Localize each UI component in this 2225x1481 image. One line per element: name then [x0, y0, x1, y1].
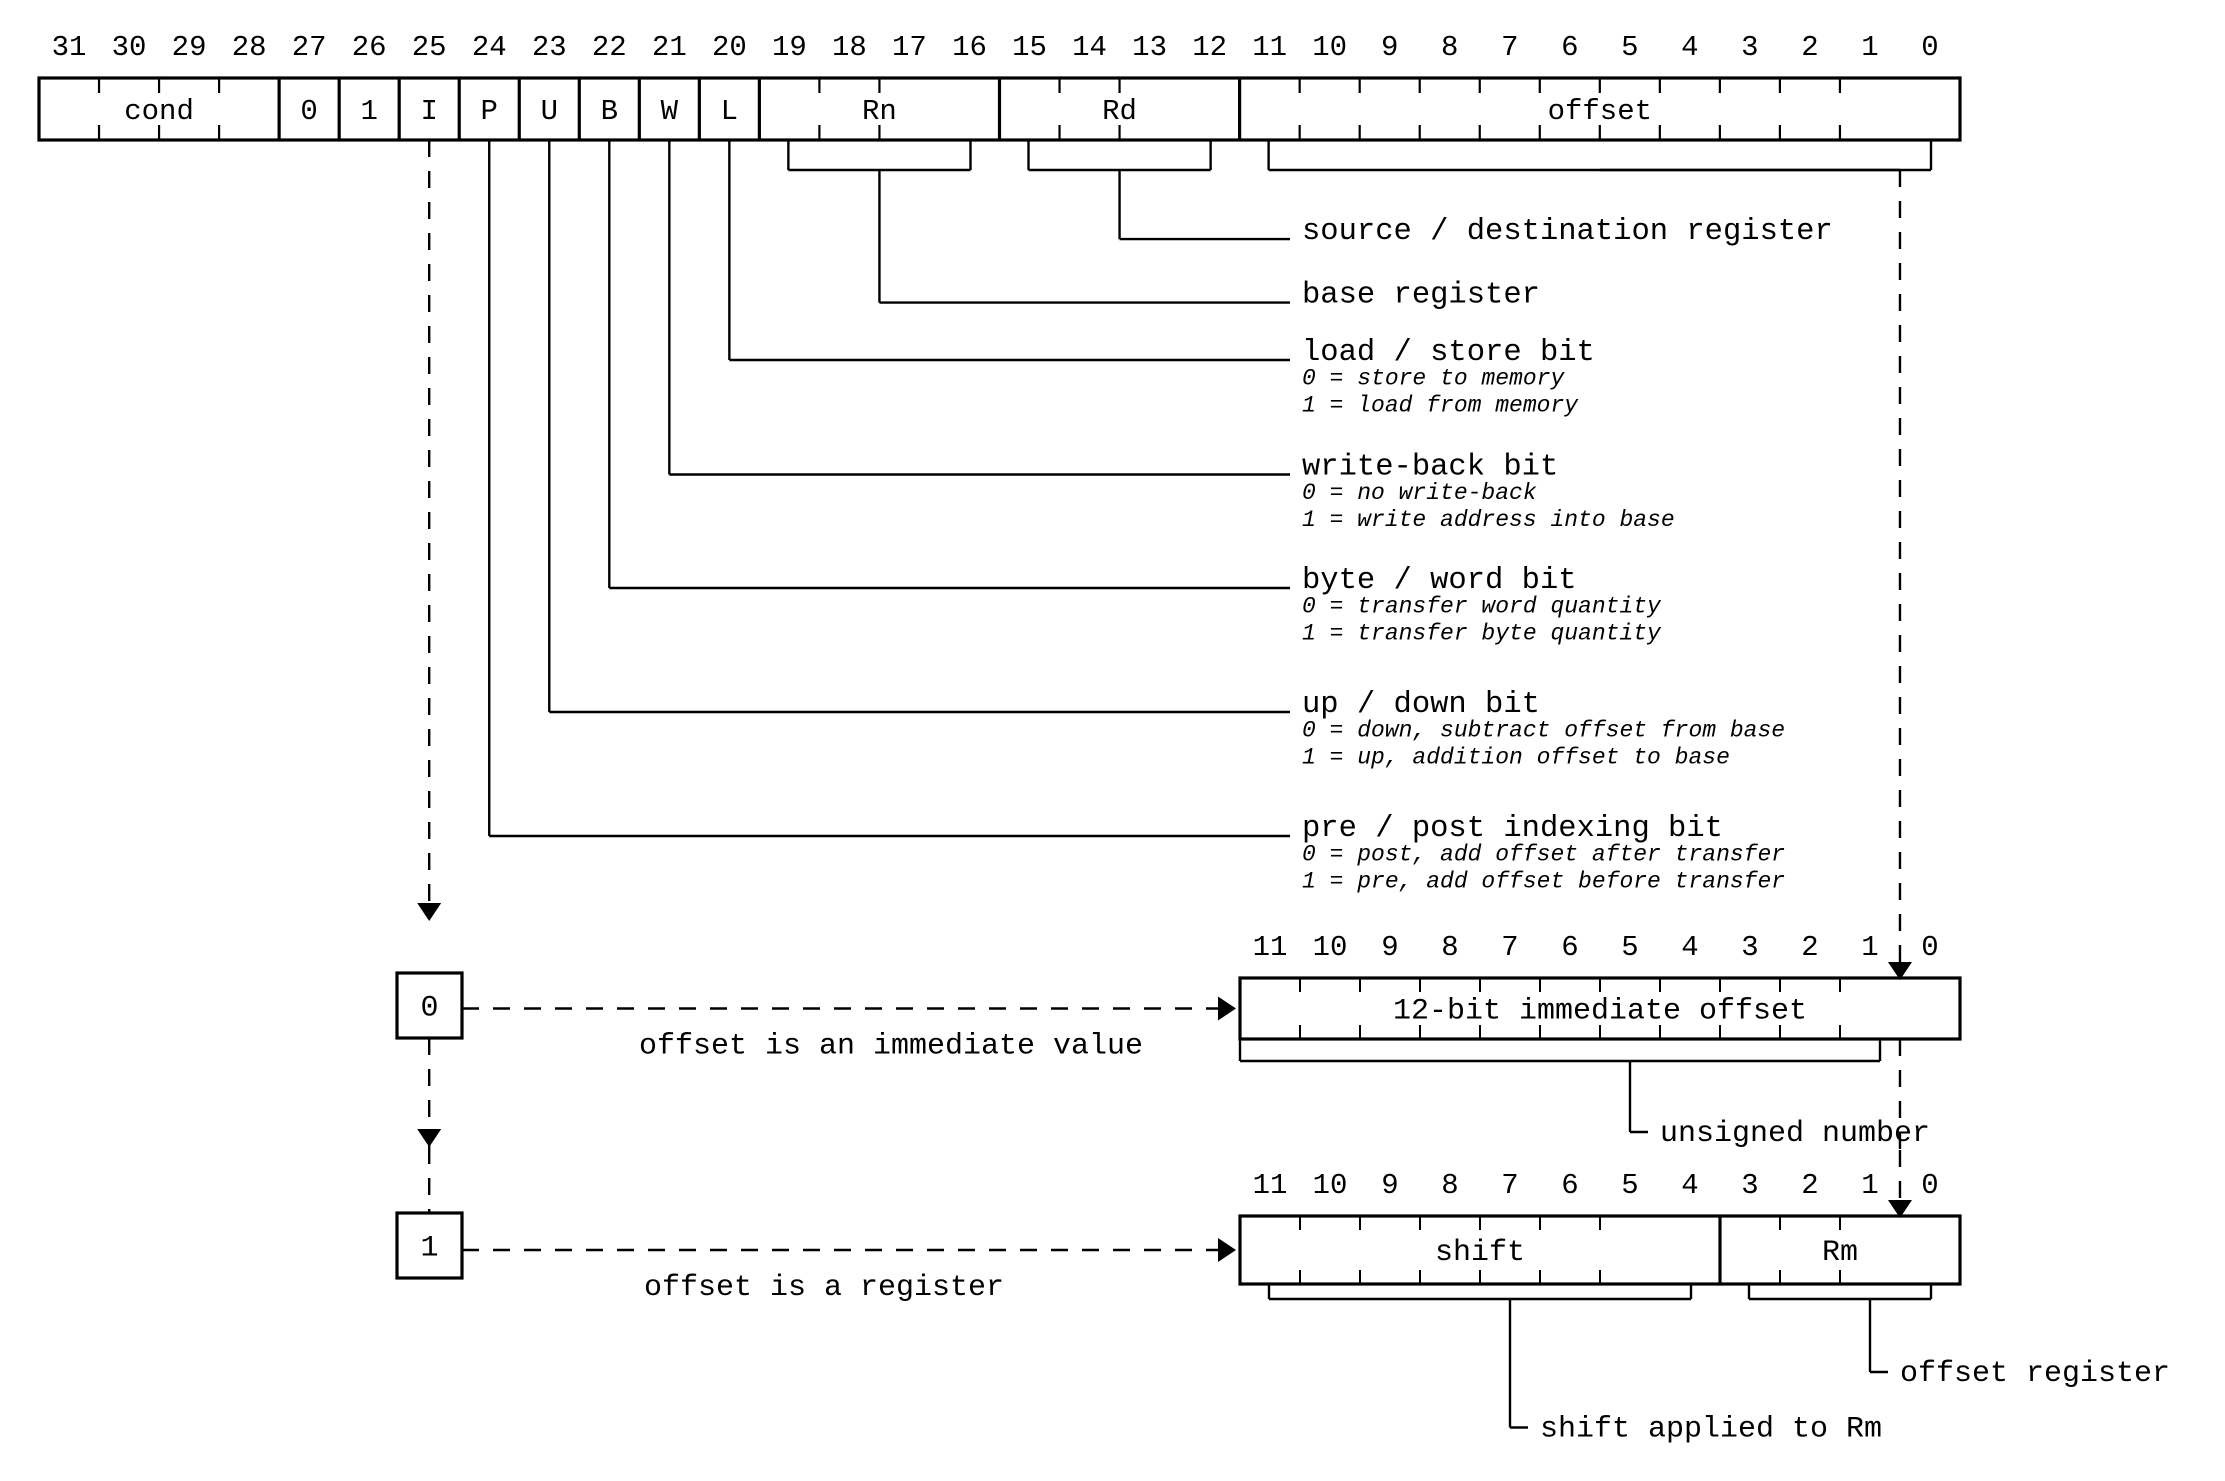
svg-text:1: 1: [1861, 931, 1878, 964]
svg-text:1 = up, addition offset to bas: 1 = up, addition offset to base: [1302, 745, 1730, 771]
svg-text:16: 16: [952, 31, 987, 64]
svg-text:18: 18: [832, 31, 867, 64]
svg-text:8: 8: [1441, 1169, 1458, 1202]
svg-text:2: 2: [1801, 1169, 1818, 1202]
svg-text:1: 1: [1861, 1169, 1878, 1202]
svg-text:shift applied to Rm: shift applied to Rm: [1540, 1413, 1882, 1447]
svg-text:10: 10: [1312, 31, 1347, 64]
svg-text:11: 11: [1252, 31, 1287, 64]
svg-text:4: 4: [1681, 31, 1698, 64]
svg-text:0: 0: [1921, 1169, 1938, 1202]
svg-text:0: 0: [1921, 31, 1938, 64]
svg-text:19: 19: [772, 31, 807, 64]
svg-text:1: 1: [1861, 31, 1878, 64]
svg-text:unsigned number: unsigned number: [1660, 1117, 1930, 1151]
svg-text:21: 21: [652, 31, 687, 64]
svg-text:L: L: [721, 95, 738, 128]
svg-text:I: I: [420, 95, 437, 128]
svg-text:3: 3: [1741, 931, 1758, 964]
svg-text:5: 5: [1621, 31, 1638, 64]
svg-text:1 = pre, add offset before tra: 1 = pre, add offset before transfer: [1302, 869, 1785, 895]
svg-text:7: 7: [1501, 1169, 1518, 1202]
svg-text:22: 22: [592, 31, 627, 64]
svg-text:10: 10: [1313, 931, 1348, 964]
svg-text:base register: base register: [1302, 279, 1540, 313]
svg-text:11: 11: [1253, 1169, 1288, 1202]
svg-text:shift: shift: [1435, 1236, 1525, 1270]
svg-text:3: 3: [1741, 1169, 1758, 1202]
svg-text:13: 13: [1132, 31, 1167, 64]
svg-text:offset register: offset register: [1900, 1357, 2170, 1391]
svg-text:0: 0: [1921, 931, 1938, 964]
svg-text:30: 30: [112, 31, 147, 64]
svg-text:6: 6: [1561, 1169, 1578, 1202]
svg-text:W: W: [661, 95, 679, 128]
svg-text:25: 25: [412, 31, 447, 64]
svg-text:28: 28: [232, 31, 267, 64]
svg-text:6: 6: [1561, 31, 1578, 64]
svg-text:5: 5: [1621, 931, 1638, 964]
svg-text:4: 4: [1681, 931, 1698, 964]
svg-text:12-bit immediate offset: 12-bit immediate offset: [1393, 995, 1807, 1029]
svg-text:0 = post, add offset after tra: 0 = post, add offset after transfer: [1302, 842, 1785, 868]
svg-text:9: 9: [1381, 931, 1398, 964]
svg-text:7: 7: [1501, 931, 1518, 964]
svg-text:29: 29: [172, 31, 207, 64]
svg-text:2: 2: [1801, 931, 1818, 964]
svg-text:offset is an immediate value: offset is an immediate value: [639, 1030, 1143, 1064]
svg-text:10: 10: [1313, 1169, 1348, 1202]
svg-text:P: P: [481, 95, 498, 128]
svg-text:6: 6: [1561, 931, 1578, 964]
svg-text:12: 12: [1192, 31, 1227, 64]
svg-text:0: 0: [420, 992, 438, 1026]
svg-text:1 = load from memory: 1 = load from memory: [1302, 393, 1579, 419]
svg-text:offset: offset: [1548, 95, 1652, 128]
svg-text:7: 7: [1501, 31, 1518, 64]
svg-text:11: 11: [1253, 931, 1288, 964]
svg-text:U: U: [541, 95, 558, 128]
svg-text:0 = no write-back: 0 = no write-back: [1302, 480, 1537, 506]
svg-text:Rn: Rn: [862, 95, 897, 128]
svg-text:20: 20: [712, 31, 747, 64]
svg-text:0: 0: [300, 95, 317, 128]
svg-text:0 = down, subtract offset from: 0 = down, subtract offset from base: [1302, 718, 1785, 744]
svg-text:3: 3: [1741, 31, 1758, 64]
svg-text:1 = transfer byte quantity: 1 = transfer byte quantity: [1302, 621, 1662, 647]
svg-text:1 = write address into base: 1 = write address into base: [1302, 507, 1675, 533]
svg-text:source / destination register: source / destination register: [1302, 215, 1833, 249]
svg-text:26: 26: [352, 31, 387, 64]
svg-text:2: 2: [1801, 31, 1818, 64]
svg-text:15: 15: [1012, 31, 1047, 64]
svg-text:14: 14: [1072, 31, 1107, 64]
svg-text:8: 8: [1441, 31, 1458, 64]
svg-text:1: 1: [360, 95, 377, 128]
svg-text:5: 5: [1621, 1169, 1638, 1202]
svg-text:B: B: [601, 95, 618, 128]
svg-text:9: 9: [1381, 31, 1398, 64]
svg-text:0 = transfer word quantity: 0 = transfer word quantity: [1302, 594, 1662, 620]
svg-text:9: 9: [1381, 1169, 1398, 1202]
svg-text:offset is a register: offset is a register: [644, 1271, 1004, 1305]
svg-text:Rd: Rd: [1102, 95, 1137, 128]
svg-text:1: 1: [420, 1232, 438, 1266]
svg-text:23: 23: [532, 31, 567, 64]
svg-text:cond: cond: [124, 95, 194, 128]
svg-text:17: 17: [892, 31, 927, 64]
svg-text:Rm: Rm: [1822, 1236, 1858, 1270]
svg-text:31: 31: [52, 31, 87, 64]
svg-text:8: 8: [1441, 931, 1458, 964]
svg-text:27: 27: [292, 31, 327, 64]
svg-text:4: 4: [1681, 1169, 1698, 1202]
svg-text:24: 24: [472, 31, 507, 64]
svg-text:0 = store to memory: 0 = store to memory: [1302, 366, 1565, 392]
